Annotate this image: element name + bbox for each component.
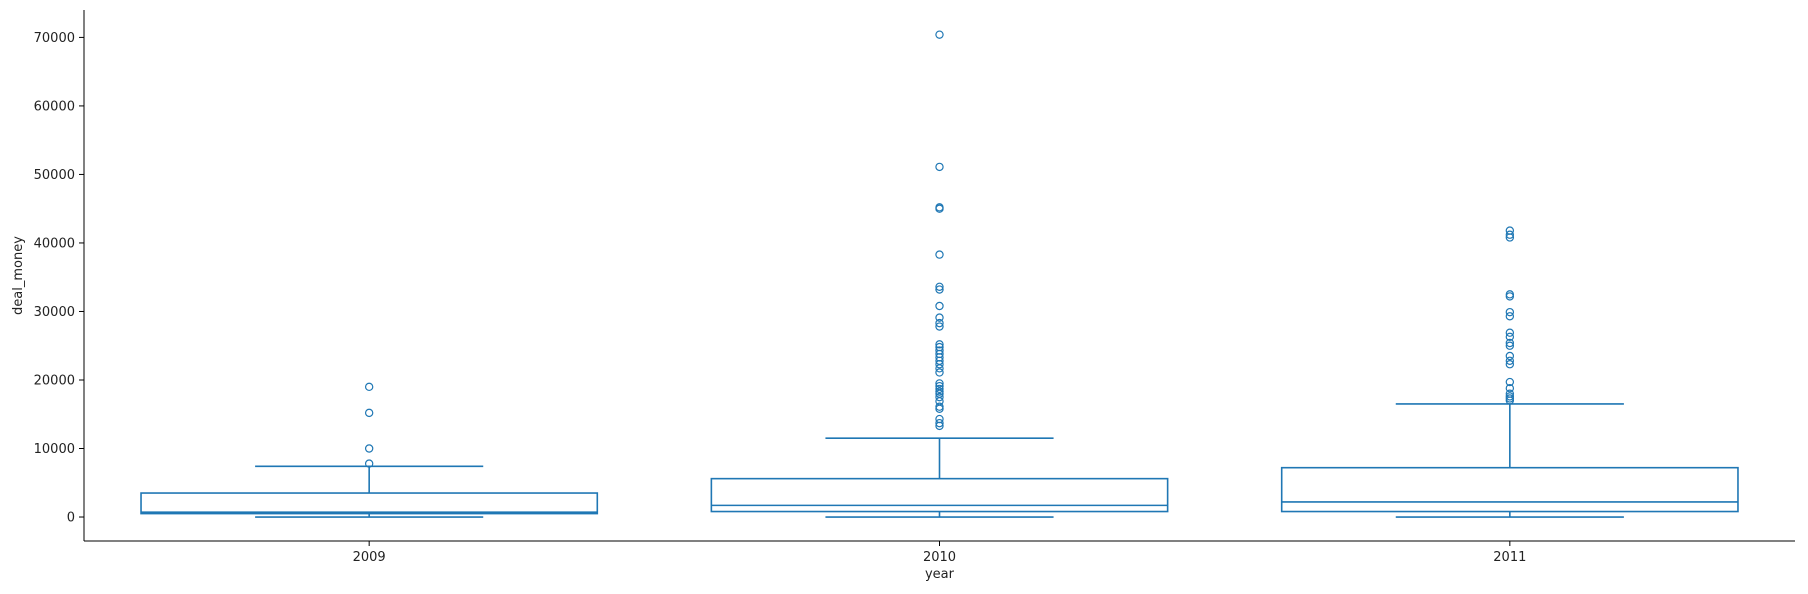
x-tick-label: 2010 <box>923 550 956 565</box>
outlier-point <box>1505 377 1515 387</box>
outlier-point <box>1505 384 1515 393</box>
y-tick-label: 30000 <box>34 305 75 320</box>
x-ticks: 2009 2010 2011 <box>353 541 1526 565</box>
outlier-point <box>935 387 944 396</box>
outlier-point <box>935 301 944 311</box>
x-tick-label: 2009 <box>353 550 386 565</box>
outlier-point <box>364 408 374 418</box>
outlier-point <box>1505 226 1515 235</box>
iqr-box <box>140 492 599 515</box>
y-tick-label: 0 <box>67 511 75 526</box>
box-group-2010 <box>710 30 1169 518</box>
outlier-point <box>935 342 944 352</box>
y-tick-label: 10000 <box>34 442 75 457</box>
y-ticks: 0 10000 20000 30000 40000 50000 60000 70000 <box>34 31 84 526</box>
outlier-point <box>364 444 374 453</box>
x-axis-label: year <box>925 567 955 582</box>
outlier-point <box>1505 307 1515 317</box>
outlier-point <box>935 384 944 394</box>
outlier-point <box>935 162 944 172</box>
outlier-point <box>935 250 944 259</box>
outlier-point <box>935 392 944 402</box>
outlier-point <box>1505 356 1515 366</box>
outlier-point <box>364 382 374 392</box>
outlier-point <box>1505 328 1515 337</box>
outlier-point <box>935 282 944 292</box>
y-tick-label: 60000 <box>34 99 75 114</box>
x-tick-label: 2011 <box>1493 550 1526 565</box>
y-tick-label: 50000 <box>34 168 75 183</box>
y-tick-label: 70000 <box>34 31 75 46</box>
y-axis-label: deal_money <box>11 236 26 315</box>
outlier-point <box>1505 338 1515 348</box>
outlier-point <box>935 30 944 39</box>
outlier-point <box>935 381 944 391</box>
outlier-point <box>1505 351 1515 361</box>
outlier-point <box>935 414 944 424</box>
outlier-point <box>1505 392 1515 401</box>
outlier-point <box>1505 389 1515 398</box>
outlier-point <box>935 318 944 328</box>
outlier-point <box>1505 360 1515 369</box>
outlier-point <box>935 322 944 331</box>
outlier-point <box>935 203 944 212</box>
outlier-point <box>364 459 374 468</box>
outlier-point <box>935 346 944 355</box>
y-tick-label: 20000 <box>34 373 75 388</box>
box-group-2009 <box>140 382 599 518</box>
outlier-point <box>1505 312 1515 321</box>
outlier-point <box>935 313 944 322</box>
iqr-box <box>1280 466 1739 513</box>
outlier-point <box>935 285 944 294</box>
outlier-point <box>1505 332 1515 342</box>
outlier-point <box>1505 290 1515 299</box>
outlier-point <box>1505 230 1515 239</box>
iqr-box <box>710 477 1169 513</box>
axes: 0 10000 20000 30000 40000 50000 60000 70000 200… <box>34 10 1795 565</box>
outlier-point <box>935 402 944 411</box>
outlier-point <box>935 340 944 349</box>
outlier-point <box>935 368 944 377</box>
outlier-point <box>935 379 944 388</box>
y-tick-label: 40000 <box>34 236 75 251</box>
outlier-point <box>1505 341 1515 350</box>
box-group-2011 <box>1280 226 1739 518</box>
outlier-point <box>935 418 944 428</box>
plot-area <box>140 30 1739 518</box>
